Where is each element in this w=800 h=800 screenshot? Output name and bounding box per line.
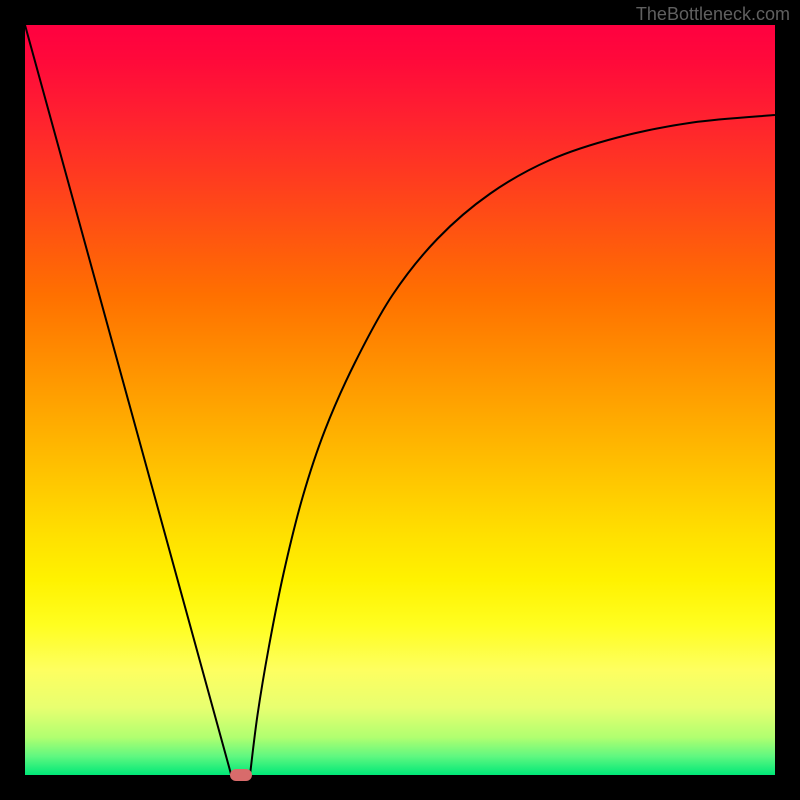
curve-overlay — [25, 25, 775, 775]
plot-area — [25, 25, 775, 775]
minimum-marker — [230, 769, 252, 781]
chart-container: TheBottleneck.com — [0, 0, 800, 800]
watermark-text: TheBottleneck.com — [636, 4, 790, 25]
